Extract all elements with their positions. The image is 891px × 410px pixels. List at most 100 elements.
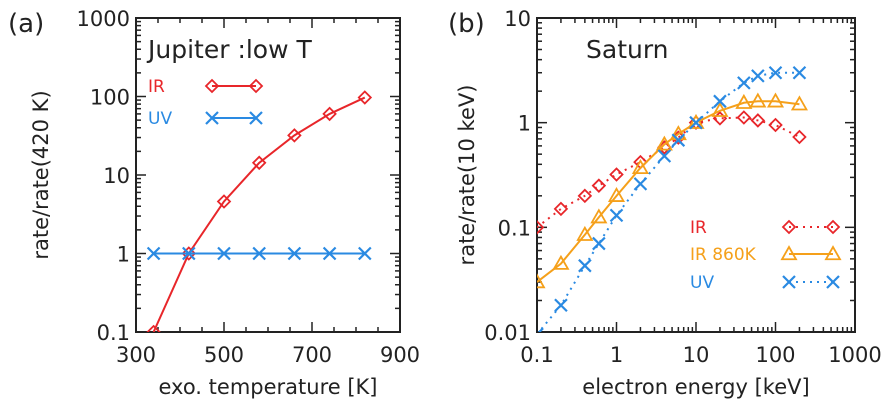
y-axis-title: rate/rate(10 keV)	[455, 85, 479, 266]
legend-uv: UV	[690, 273, 840, 293]
x-axis-title: electron energy [keV]	[582, 375, 809, 399]
data-point-ir-860k	[537, 273, 546, 289]
data-point-ir-860k	[687, 113, 705, 129]
panel-label: (a)	[8, 9, 44, 39]
data-point-ir-860k	[766, 92, 785, 108]
legend-marker	[826, 275, 840, 289]
legend-ir: IR	[690, 218, 841, 238]
legend-marker	[249, 111, 263, 125]
data-point-ir-860k	[749, 92, 767, 108]
data-point-uv	[792, 65, 807, 80]
legend-marker	[782, 275, 796, 289]
data-point-uv	[689, 115, 703, 130]
data-point-ir-860k	[576, 225, 594, 241]
data-point-ir	[287, 128, 302, 143]
data-point-ir-860k	[590, 208, 608, 224]
x-tick-label: 500	[204, 343, 244, 367]
chart-title: Saturn	[586, 35, 669, 64]
data-layer	[146, 90, 373, 332]
y-tick-label: 10	[103, 164, 130, 188]
chart-panel-a: 300 500 700 900 0.1 1 10 100 1000 exo. temperatur…	[8, 7, 420, 399]
y-tick-label: 10	[504, 7, 531, 31]
data-point-ir	[792, 129, 807, 145]
series-line-ir-860k	[537, 100, 800, 283]
y-tick-label: 0.1	[498, 216, 531, 240]
x-tick-label: 300	[116, 343, 156, 367]
data-point-uv	[182, 246, 196, 261]
legend-label: IR 860K	[690, 245, 757, 265]
x-tick-label: 900	[380, 343, 420, 367]
legend-marker	[205, 111, 219, 125]
data-point-ir-860k	[631, 159, 649, 175]
legend-marker	[780, 245, 798, 261]
legend-marker	[204, 78, 220, 94]
legend-ir: IR	[148, 77, 264, 97]
data-point-ir-860k	[655, 135, 673, 151]
data-point-uv	[578, 258, 592, 273]
x-tick-label: 1	[610, 343, 623, 367]
legend-label: IR	[690, 218, 707, 238]
data-point-ir	[736, 110, 752, 125]
data-point-ir	[146, 324, 161, 332]
data-point-uv	[609, 208, 624, 223]
y-tick-label: 100	[90, 86, 130, 110]
y-axis-title: rate/rate(420 K)	[29, 90, 53, 259]
data-point-uv	[737, 76, 751, 90]
data-point-ir	[577, 188, 593, 204]
data-point-uv	[146, 246, 161, 261]
legend-marker	[248, 78, 264, 94]
series-line-uv	[537, 71, 800, 332]
legend-uv: UV	[148, 109, 263, 129]
data-point-uv	[358, 246, 372, 261]
data-point-uv	[252, 246, 266, 261]
data-point-ir-860k	[790, 95, 808, 111]
data-point-uv	[322, 246, 337, 261]
data-point-ir	[750, 113, 766, 128]
y-tick-label: 0.01	[484, 321, 531, 345]
data-point-ir	[553, 201, 569, 217]
data-point-ir-860k	[735, 93, 753, 109]
data-point-ir-860k	[552, 254, 570, 270]
chart-title: Jupiter :low T	[146, 35, 312, 64]
data-point-uv	[657, 149, 672, 163]
data-point-ir	[251, 155, 267, 171]
data-point-ir	[591, 178, 607, 193]
data-point-uv	[554, 298, 568, 313]
y-tick-label: 0.1	[97, 321, 130, 345]
data-point-ir	[216, 194, 232, 209]
x-tick-label: 0.1	[520, 343, 553, 367]
data-point-ir	[357, 90, 373, 105]
data-point-uv	[537, 327, 544, 332]
x-tick-label: 700	[292, 343, 332, 367]
data-point-uv	[671, 133, 686, 147]
panel-label: (b)	[448, 9, 485, 39]
data-point-uv	[713, 94, 727, 109]
data-point-uv	[751, 69, 765, 83]
data-point-ir-860k	[607, 187, 626, 202]
data-point-ir	[609, 167, 624, 182]
legend-ir-860k: IR 860K	[690, 245, 842, 265]
x-tick-label: 100	[755, 343, 795, 367]
data-point-ir	[322, 106, 337, 122]
data-point-ir-860k	[711, 101, 729, 117]
x-tick-label: 10	[683, 343, 710, 367]
data-point-ir	[537, 220, 545, 235]
data-point-uv	[592, 236, 606, 251]
legend-label: IR	[148, 77, 165, 97]
series-line-ir	[537, 116, 800, 229]
series-line-ir	[152, 96, 366, 332]
y-tick-label: 1	[117, 243, 130, 267]
legend-label: UV	[690, 273, 714, 293]
data-point-uv	[768, 65, 783, 80]
legend-marker	[824, 245, 842, 261]
data-point-uv	[287, 246, 302, 261]
legend-marker	[781, 219, 797, 235]
data-point-uv	[217, 246, 231, 261]
legend-label: UV	[148, 109, 172, 129]
data-point-ir	[181, 246, 197, 261]
data-point-uv	[633, 177, 648, 191]
x-axis-title: exo. temperature [K]	[159, 375, 378, 399]
data-point-ir	[768, 117, 783, 133]
